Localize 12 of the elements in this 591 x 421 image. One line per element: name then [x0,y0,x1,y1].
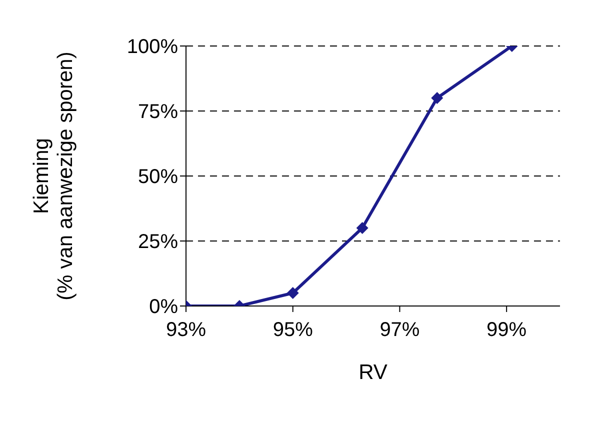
point [356,222,368,234]
x-tick-label: 97% [380,319,420,342]
x-axis-title: RV [358,361,388,384]
y-tick-label: 25% [138,231,178,254]
y-tick-label: 50% [138,166,178,188]
x-tick-label: 93% [166,319,206,342]
y-tick-label: 100% [126,36,178,58]
x-tick-label: 95% [272,319,314,342]
y-tick-label: 75% [138,101,178,124]
y-axis-title: Kieming (% van aanwezige sporen) [30,52,77,300]
y-tick-label: 0% [149,296,178,318]
x-tick-label: 99% [486,319,527,342]
